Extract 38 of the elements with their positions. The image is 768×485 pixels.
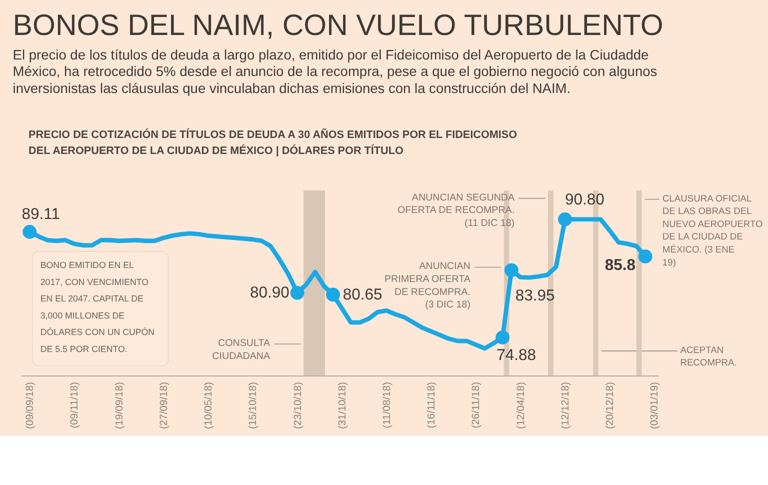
point	[496, 330, 510, 344]
x-tick-label: (03/01/19)	[650, 382, 661, 430]
x-tick-label: (09/11/18)	[70, 382, 81, 428]
x-tick-label: (23/10/18)	[292, 382, 304, 430]
point	[290, 286, 304, 300]
annotation: BONO EMITIDO EN EL 2017, CON VENCIMIENTO EN EL 2047. CAPITAL DE 3,000 MILLONES DE DÓLARES CON UN CUPÓN DE 5.5 POR CIENTO.	[40, 260, 155, 354]
x-tick-label: (20/12/18)	[605, 382, 616, 430]
data-label: 85.8	[604, 257, 636, 274]
point	[638, 249, 652, 264]
annotation: ANUNCIAN SEGUNDA OFERTA DE RECOMPRA. (11 DIC 18)	[398, 192, 516, 229]
chart-subtitle: El precio de los títulos de deuda a largo plazo, emitido por el Fideicomiso del Aeropuerto de la Ciudadde México, ha retrocedido 5% desde el anuncio de la recompra, pese a que el gobierno negoció con algunos inversionistas las cláusulas que vinculaban dichas emisiones con la construcción del NAIM.	[12, 47, 658, 96]
chart-title: BONOS DEL NAIM, CON VUELO TURBULENTO	[12, 8, 664, 42]
point	[326, 288, 340, 302]
x-tick-label: (11/08/18)	[382, 382, 393, 428]
data-label: 83.95	[515, 288, 556, 305]
x-tick-label: (12/12/18)	[560, 382, 572, 430]
point	[558, 212, 572, 226]
x-tick-label: (19/09/18)	[114, 382, 126, 430]
text: PRECIO DE COTIZACIÓN DE TÍTULOS DE DEUDA A 30 AÑOS EMITIDOS POR EL FIDEICOMISO DEL AEROPUERTO DE LA CIUDAD DE MÉXICO | DÓLARES POR TÍTULO	[28, 128, 518, 157]
data-label: 80.65	[342, 286, 382, 304]
data-label: 89.11	[22, 206, 60, 224]
text: CLAUSURA OFICIAL DE LAS OBRAS DEL NUEVO AEROPUERTO DE LA CIUDAD DE MÉXICO. (3 ENE 19)	[662, 193, 763, 268]
point	[22, 224, 37, 239]
x-tick-label: (26/11/18)	[471, 382, 482, 428]
data-label: 74.88	[496, 347, 536, 364]
data-label: 90.80	[565, 192, 605, 209]
text: ACEPTAN RECOMPRA.	[680, 344, 737, 368]
x-tick-label: (27/09/18)	[158, 382, 170, 430]
data-label: 80.90	[250, 284, 290, 302]
x-tick-label: (16/11/18)	[426, 382, 438, 428]
annotation: CONSULTA CIUDADANA	[212, 338, 271, 362]
x-tick-label: (15/10/18)	[248, 382, 260, 430]
x-tick-label: (12/04/18)	[516, 382, 527, 430]
x-tick-label: (31/10/18)	[337, 382, 348, 430]
point	[504, 263, 518, 278]
annotation: ANUNCIAN PRIMERA OFERTA DE RECOMPRA. (3 DIC 18)	[384, 261, 471, 311]
x-tick-label: (09/09/18)	[25, 382, 36, 430]
x-tick-label: (10/05/18)	[204, 382, 215, 430]
